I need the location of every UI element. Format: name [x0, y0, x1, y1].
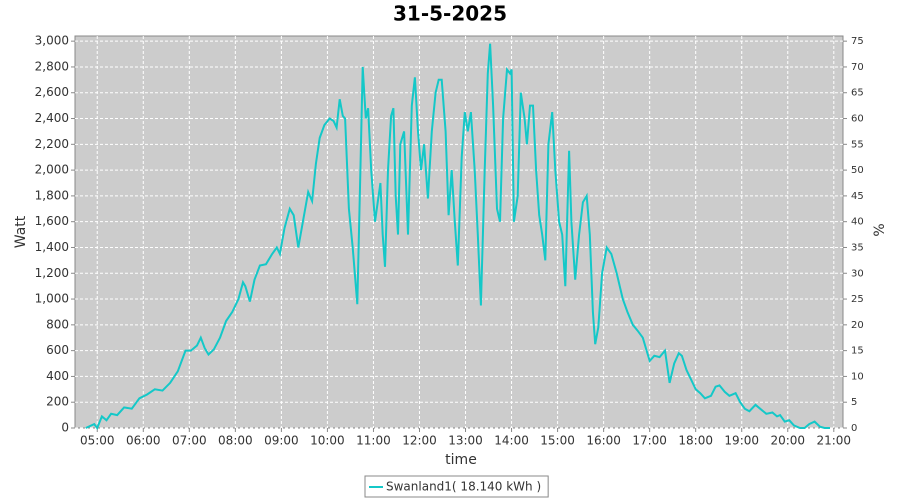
y-tick-label: 1,200 — [35, 266, 69, 280]
x-tick-label: 16:00 — [586, 434, 621, 448]
x-tick-label: 08:00 — [218, 434, 253, 448]
y2-tick-label: 50 — [851, 165, 864, 176]
x-tick-label: 19:00 — [724, 434, 759, 448]
x-tick-label: 05:00 — [80, 434, 115, 448]
x-tick-label: 13:00 — [448, 434, 483, 448]
y2-tick-label: 25 — [851, 294, 864, 305]
y2-tick-label: 20 — [851, 320, 864, 331]
y2-tick-label: 0 — [851, 423, 857, 434]
y-tick-label: 1,800 — [35, 188, 69, 202]
x-tick-label: 07:00 — [172, 434, 207, 448]
y-tick-label: 1,600 — [35, 214, 69, 228]
y2-tick-label: 5 — [851, 397, 857, 408]
y-tick-label: 2,400 — [35, 111, 69, 125]
y2-axis-label: % — [872, 223, 888, 236]
y2-tick-label: 45 — [851, 191, 864, 202]
y-axis-label: Watt — [13, 215, 29, 248]
y-tick-label: 400 — [46, 369, 69, 383]
y-tick-label: 3,000 — [35, 34, 69, 48]
y2-tick-label: 75 — [851, 36, 864, 47]
x-tick-label: 12:00 — [402, 434, 437, 448]
x-tick-label: 09:00 — [264, 434, 299, 448]
y-tick-label: 1,400 — [35, 240, 69, 254]
y2-tick-label: 10 — [851, 371, 864, 382]
x-tick-label: 18:00 — [678, 434, 713, 448]
x-axis-label: time — [445, 452, 477, 468]
x-tick-label: 17:00 — [632, 434, 667, 448]
y2-tick-label: 40 — [851, 217, 864, 228]
x-tick-label: 15:00 — [540, 434, 575, 448]
x-tick-label: 21:00 — [816, 434, 851, 448]
y-tick-label: 2,800 — [35, 59, 69, 73]
y2-tick-label: 30 — [851, 268, 864, 279]
y-tick-label: 2,600 — [35, 85, 69, 99]
y2-tick-label: 60 — [851, 114, 864, 125]
y-tick-label: 2,000 — [35, 163, 69, 177]
y2-tick-label: 70 — [851, 62, 864, 73]
y-tick-label: 200 — [46, 395, 69, 409]
y2-tick-label: 15 — [851, 346, 864, 357]
x-tick-label: 20:00 — [770, 434, 805, 448]
y2-tick-label: 55 — [851, 139, 864, 150]
y-tick-label: 600 — [46, 343, 69, 357]
legend-label: Swanland1( 18.140 kWh ) — [386, 480, 541, 494]
chart-title: 31-5-2025 — [393, 2, 507, 26]
x-tick-label: 10:00 — [310, 434, 345, 448]
y-tick-label: 1,000 — [35, 292, 69, 306]
x-tick-label: 06:00 — [126, 434, 161, 448]
x-tick-label: 14:00 — [494, 434, 529, 448]
y-tick-label: 2,200 — [35, 137, 69, 151]
y-tick-label: 800 — [46, 317, 69, 331]
y-tick-label: 0 — [61, 421, 69, 435]
legend-box — [364, 475, 549, 498]
y2-tick-label: 65 — [851, 88, 864, 99]
x-tick-label: 11:00 — [356, 434, 391, 448]
data-line — [85, 43, 830, 430]
y2-tick-label: 35 — [851, 242, 864, 253]
